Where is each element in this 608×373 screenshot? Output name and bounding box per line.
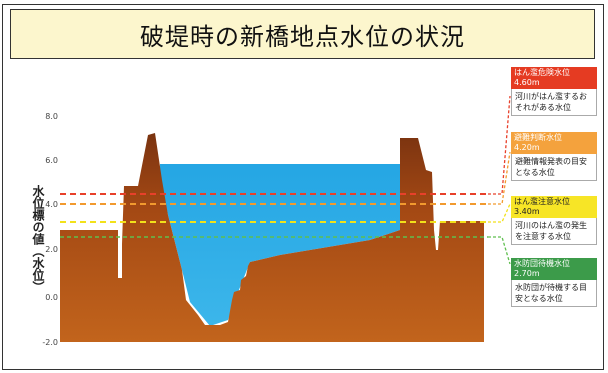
y-axis-title: 水位標の値（水位） [31, 184, 45, 293]
legend-danger-desc: 河川がはん濫するおそれがある水位 [511, 89, 597, 116]
title-banner: 破堤時の新橋地点水位の状況 [10, 9, 595, 59]
legend-evac-desc: 避難情報発表の目安となる水位 [511, 154, 597, 181]
y-tick-label: 4.0 [45, 200, 58, 209]
legend-danger-head: はん濫危険水位 4.60m [511, 67, 597, 89]
legend-caution: はん濫注意水位 3.40m 河川のはん濫の発生を注意する水位 [511, 196, 597, 245]
legend-standby-value: 2.70m [514, 269, 540, 278]
connector-standby [488, 236, 511, 265]
legend-caution-desc: 河川のはん濫の発生を注意する水位 [511, 218, 597, 245]
legend-caution-name: はん濫注意水位 [514, 197, 570, 206]
legend-caution-value: 3.40m [514, 207, 540, 216]
legend-standby-head: 水防団待機水位 2.70m [511, 258, 597, 280]
legend-standby: 水防団待機水位 2.70m 水防団が待機する目安となる水位 [511, 258, 597, 307]
y-tick-label: -2.0 [42, 338, 58, 347]
legend-caution-head: はん濫注意水位 3.40m [511, 196, 597, 218]
level-lines [60, 193, 488, 238]
legend-connectors [488, 95, 511, 265]
y-tick-label: 2.0 [45, 245, 58, 254]
connector-evac [488, 151, 511, 205]
legend-standby-desc: 水防団が待機する目安となる水位 [511, 280, 597, 307]
y-tick-label: 0.0 [45, 293, 58, 302]
y-tick-label: 6.0 [45, 156, 58, 165]
y-axis-ticks: 8.0 6.0 4.0 2.0 0.0 -2.0 [42, 112, 58, 347]
legend-standby-name: 水防団待機水位 [514, 259, 570, 268]
legend-danger-value: 4.60m [514, 78, 540, 87]
y-tick-label: 8.0 [45, 112, 58, 121]
ground-and-levees [60, 133, 484, 342]
page-title: 破堤時の新橋地点水位の状況 [140, 22, 465, 51]
legend-evac: 避難判断水位 4.20m 避難情報発表の目安となる水位 [511, 132, 597, 181]
connector-danger [488, 95, 511, 195]
legend-evac-value: 4.20m [514, 143, 540, 152]
legend-evac-head: 避難判断水位 4.20m [511, 132, 597, 154]
legend-evac-name: 避難判断水位 [514, 133, 562, 142]
connector-caution [488, 203, 511, 223]
legend-danger-name: はん濫危険水位 [514, 68, 570, 77]
legend-danger: はん濫危険水位 4.60m 河川がはん濫するおそれがある水位 [511, 67, 597, 116]
